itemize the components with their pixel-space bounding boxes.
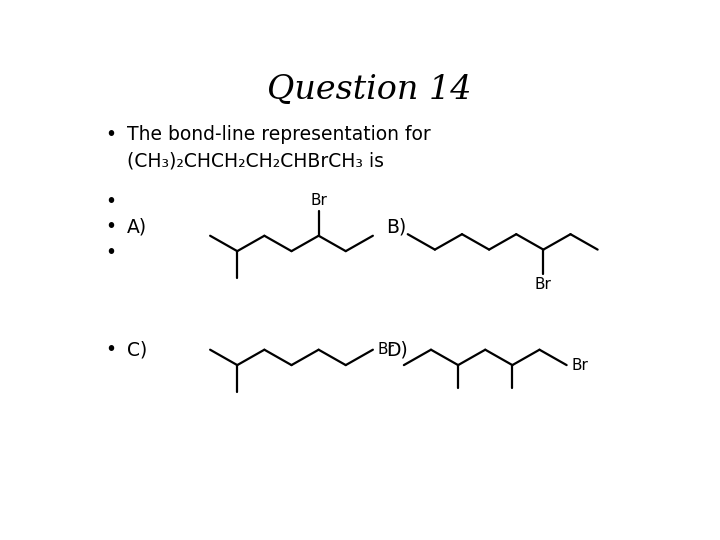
Text: A): A)	[127, 217, 148, 237]
Text: The bond-line representation for: The bond-line representation for	[127, 125, 431, 144]
Text: Br: Br	[377, 342, 395, 357]
Text: D): D)	[386, 340, 408, 360]
Text: Br: Br	[310, 193, 327, 208]
Text: •: •	[106, 217, 117, 237]
Text: Br: Br	[535, 278, 552, 292]
Text: C): C)	[127, 340, 148, 360]
Text: •: •	[106, 125, 117, 144]
Text: Question 14: Question 14	[266, 74, 472, 106]
Text: •: •	[106, 340, 117, 360]
Text: (CH₃)₂CHCH₂CH₂CHBrCH₃ is: (CH₃)₂CHCH₂CH₂CHBrCH₃ is	[127, 151, 384, 170]
Text: •: •	[106, 244, 117, 262]
Text: B): B)	[386, 217, 406, 237]
Text: •: •	[106, 192, 117, 211]
Text: Br: Br	[571, 357, 588, 373]
